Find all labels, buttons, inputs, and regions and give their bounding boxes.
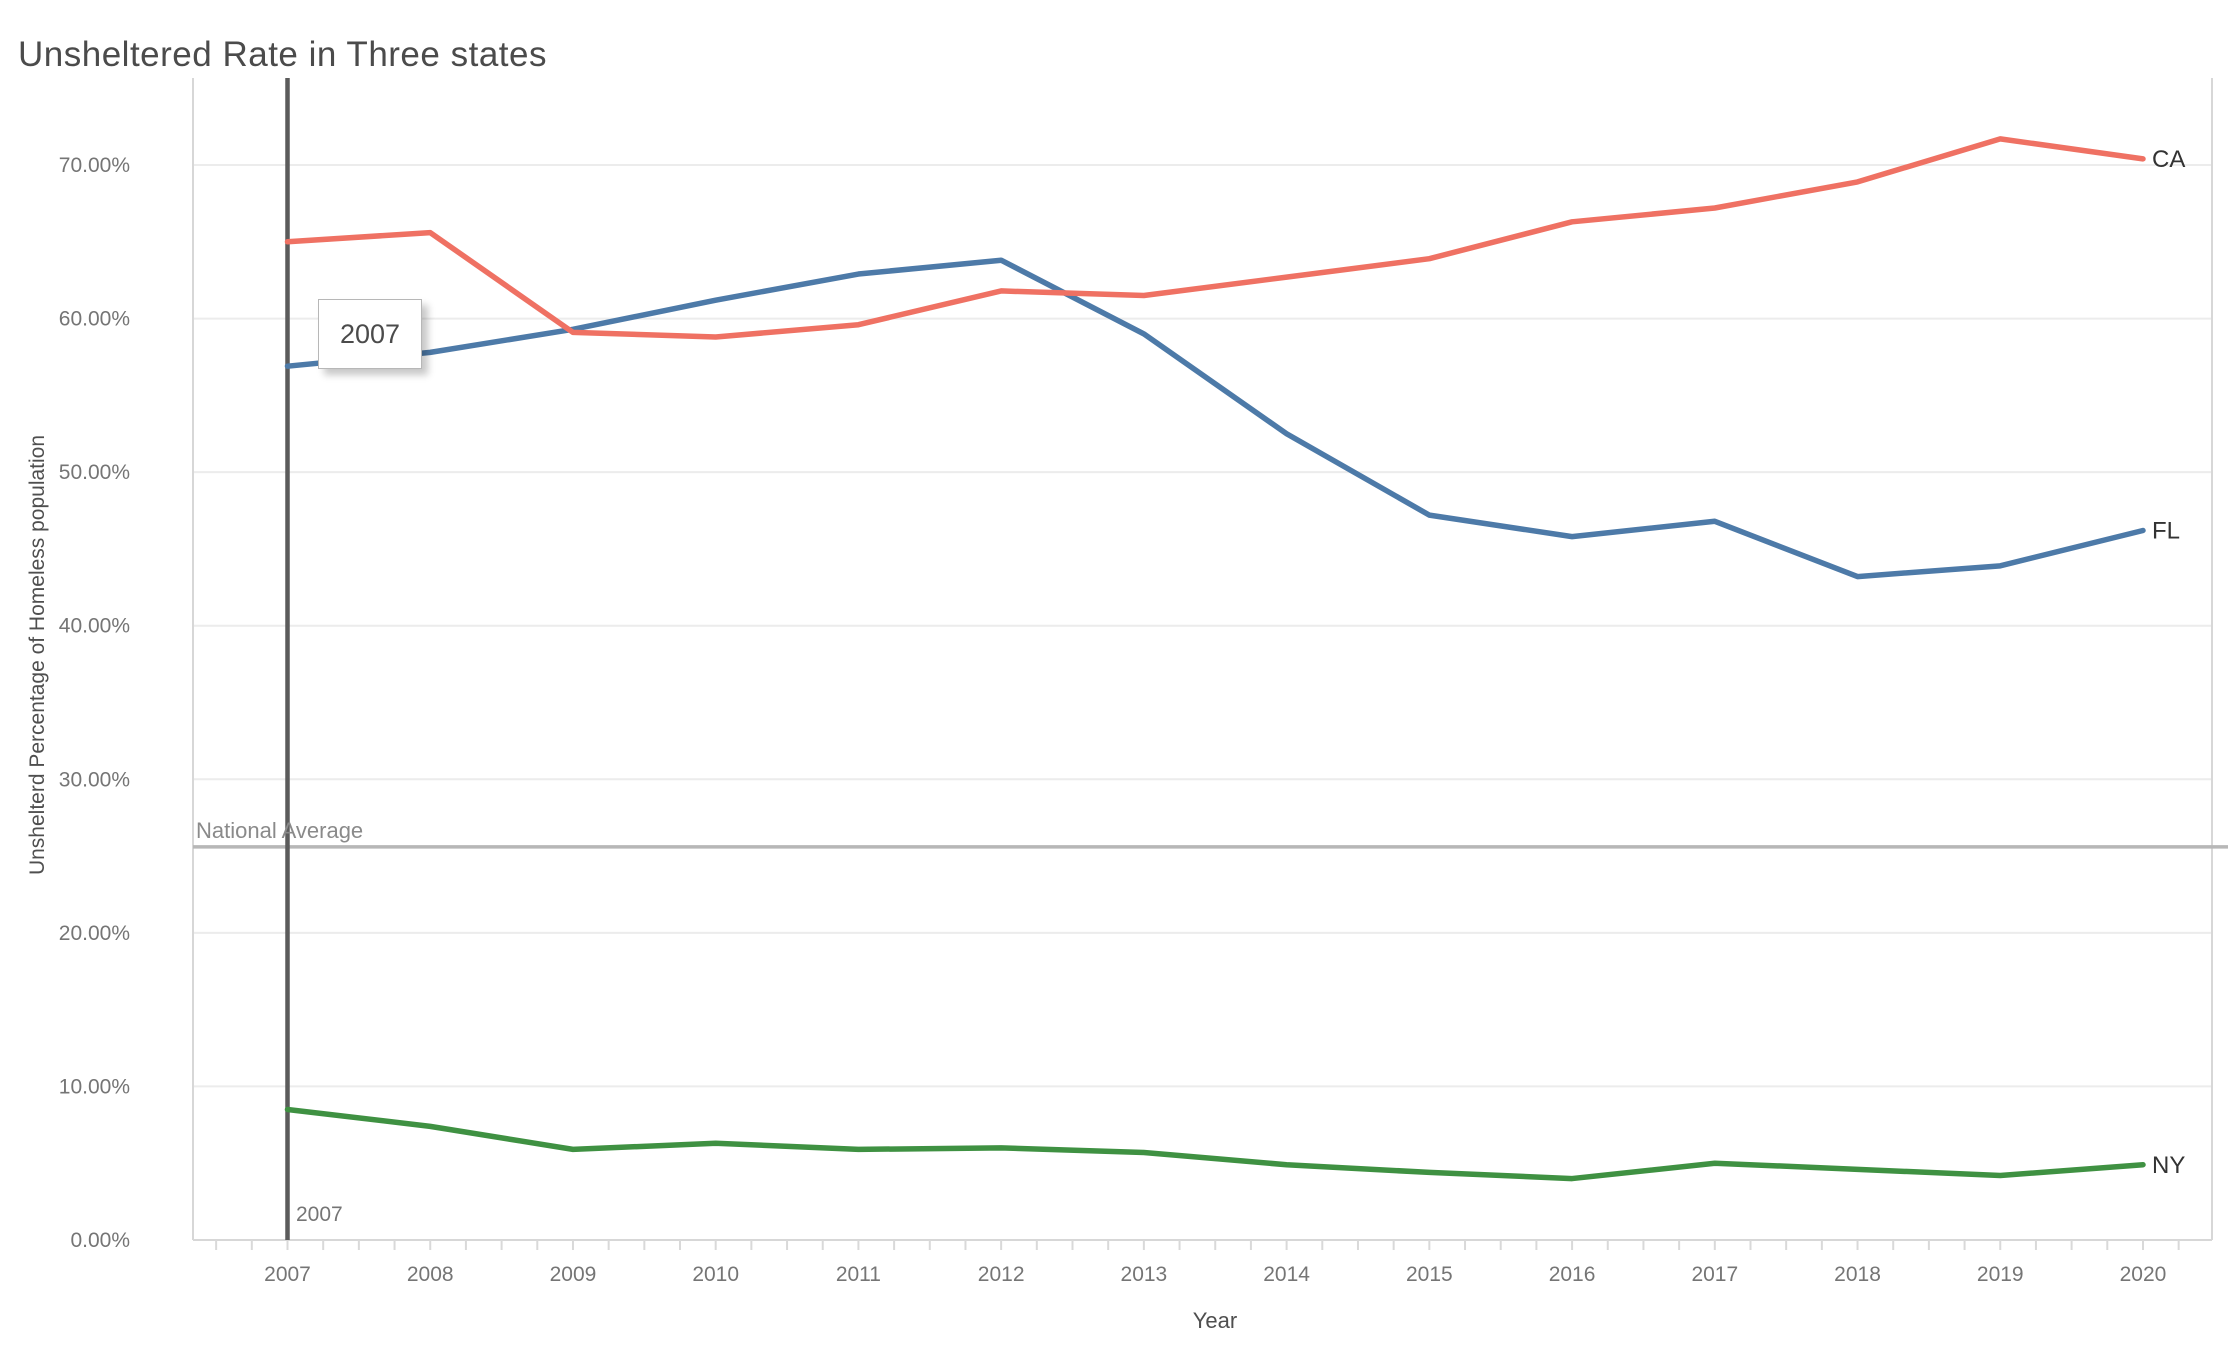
- ny-series-line[interactable]: [284, 1106, 2146, 1182]
- national-average-label: National Average: [196, 818, 364, 843]
- y-tick-label: 20.00%: [59, 922, 130, 945]
- x-tick-label: 2010: [692, 1263, 739, 1286]
- x-tick-label: 2013: [1121, 1263, 1168, 1286]
- y-axis-title: Unshelterd Percentage of Homeless popula…: [26, 434, 49, 876]
- x-tick-label: 2007: [264, 1263, 311, 1286]
- x-tick-label: 2018: [1834, 1263, 1881, 1286]
- x-tick-label: 2015: [1406, 1263, 1453, 1286]
- x-tick-label: 2009: [550, 1263, 597, 1286]
- x-tick-label: 2017: [1691, 1263, 1738, 1286]
- fl-series-label: FL: [2152, 518, 2180, 545]
- y-tick-label: 40.00%: [59, 615, 130, 638]
- ny-series-label: NY: [2152, 1152, 2185, 1179]
- ca-series-label: CA: [2152, 146, 2185, 173]
- x-tick-label: 2011: [836, 1263, 881, 1286]
- page-title: Unsheltered Rate in Three states: [18, 35, 547, 75]
- y-tick-label: 0.00%: [70, 1229, 130, 1252]
- y-tick-label: 10.00%: [59, 1075, 130, 1098]
- y-tick-label: 60.00%: [59, 308, 130, 331]
- x-tick-label: 2014: [1263, 1263, 1310, 1286]
- fl-series-line[interactable]: [284, 257, 2146, 580]
- x-tick-label: 2020: [2120, 1263, 2167, 1286]
- y-tick-label: 70.00%: [59, 154, 130, 177]
- x-axis-title: Year: [1192, 1308, 1238, 1333]
- reference-line-tooltip: 2007: [318, 299, 422, 369]
- y-tick-label: 30.00%: [59, 768, 130, 791]
- y-tick-label: 50.00%: [59, 461, 130, 484]
- x-tick-label: 2016: [1549, 1263, 1596, 1286]
- x-tick-label: 2019: [1977, 1263, 2024, 1286]
- ca-series-line[interactable]: [284, 136, 2146, 340]
- reference-line-tooltip-text: 2007: [339, 318, 401, 349]
- x-tick-label: 2008: [407, 1263, 454, 1286]
- x-tick-label: 2012: [978, 1263, 1025, 1286]
- reference-line-bottom-label: 2007: [296, 1203, 343, 1226]
